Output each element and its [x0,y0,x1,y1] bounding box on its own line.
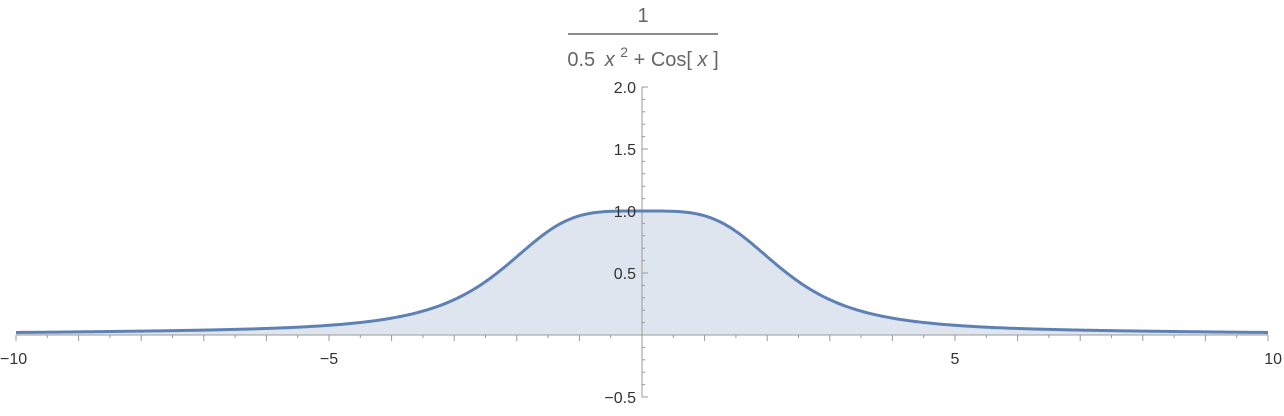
y-tick-label: 0.5 [614,266,636,283]
axes [15,86,1269,398]
x-tick-label: −10 [0,351,27,368]
title-numerator: 1 [637,5,648,27]
x-tick-label: 10 [1264,351,1282,368]
x-tick-label: 5 [951,351,960,368]
tick-labels: −10 −5 5 10 −0.5 0.5 1.0 1.5 2.0 [0,80,1282,407]
y-tick-label: 1.5 [614,142,636,159]
x-tick-label: −5 [320,351,338,368]
title-denominator-coef: 0.5 [567,49,595,71]
series-line-layer [15,209,1269,334]
title-denominator-rest: + Cos[ [634,49,693,71]
title-denominator-close: ] [713,49,719,71]
y-tick-label: 2.0 [614,80,636,97]
chart-title: 1 0.5 x 2 + Cos[ x ] [567,5,718,71]
series-line [15,209,1269,334]
title-denominator: 0.5 x 2 + Cos[ x ] [567,40,718,71]
title-denominator-var: x [604,49,616,71]
y-tick-label: −0.5 [604,390,636,407]
title-denominator-exp: 2 [620,44,628,60]
y-tick-label: 1.0 [614,204,636,221]
title-denominator-arg: x [697,49,709,71]
